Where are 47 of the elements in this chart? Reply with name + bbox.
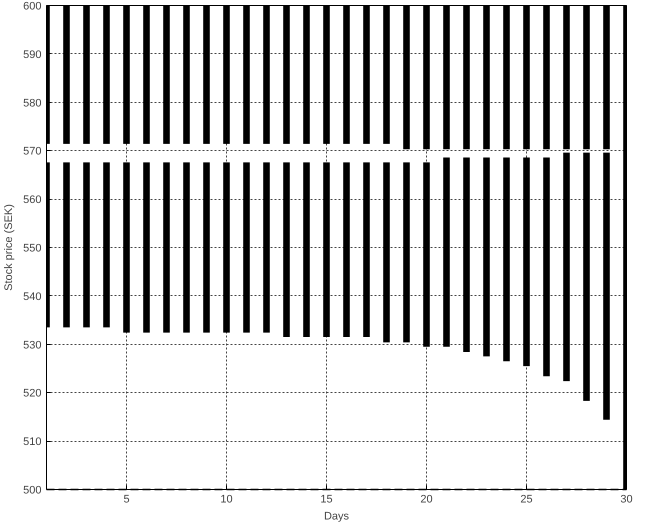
bar [143,162,150,333]
bar [543,157,550,376]
bar [423,162,430,347]
y-tick-label: 600 [23,0,42,12]
x-tick-label: 30 [620,494,633,506]
y-tick-label: 530 [23,339,42,352]
bar [503,157,510,362]
bar [583,152,590,401]
bar [183,162,190,333]
bar [343,162,350,338]
x-tick-label: 15 [320,494,333,506]
y-tick-label: 550 [23,242,42,254]
bar [163,162,170,333]
bar [203,162,210,333]
bar [63,162,70,328]
y-tick-label: 570 [23,146,42,158]
y-axis-title: Stock price (SEK) [3,204,16,291]
y-tick-label: 510 [23,436,42,448]
x-axis-title: Days [324,510,350,522]
bar [303,162,310,338]
y-tick-label: 590 [23,48,42,61]
bar [383,162,390,342]
y-tick-label: 580 [23,97,42,110]
bar [323,162,330,338]
x-tick-label: 20 [420,494,433,506]
bar [363,162,370,338]
x-tick-label: 10 [220,494,233,506]
y-tick-label: 500 [23,484,42,496]
bar [123,162,130,333]
bar [83,162,90,328]
x-tick-label: 25 [520,494,533,506]
bar [263,162,270,333]
y-tick-label: 540 [23,290,42,303]
bar [603,152,610,420]
bar [103,162,110,328]
bar [563,152,570,382]
bar [523,157,530,366]
bar [283,162,290,338]
y-tick-label: 520 [23,388,42,400]
bar [223,162,230,333]
bar [483,157,490,356]
bar [243,162,250,333]
bar [403,162,410,342]
bar [463,157,470,352]
y-tick-label: 560 [23,194,42,206]
x-tick-label: 5 [123,494,130,506]
bar [443,157,450,347]
